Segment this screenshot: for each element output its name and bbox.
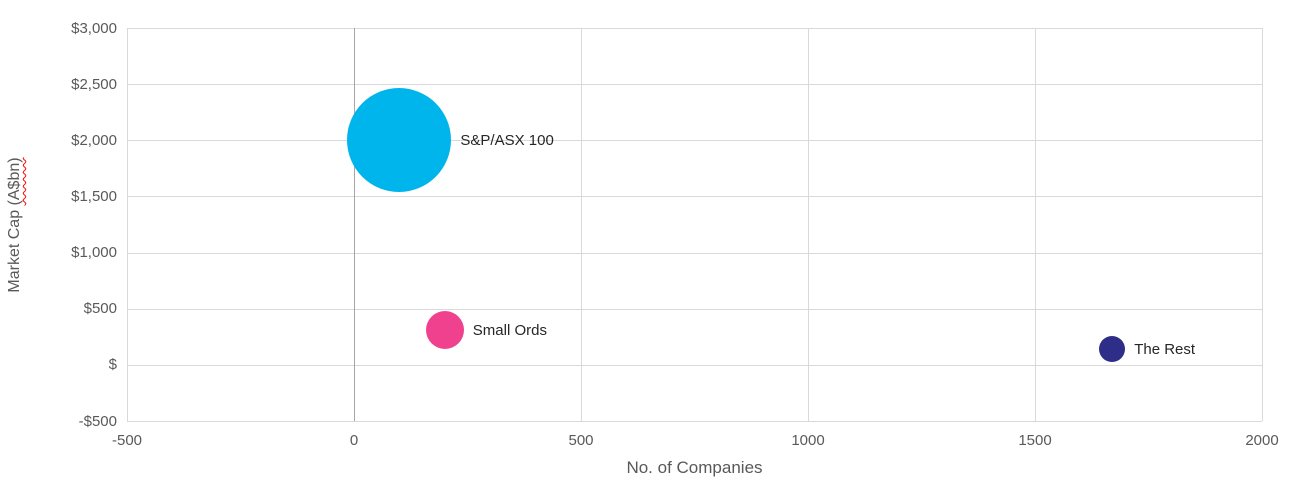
x-tick-label: 1500: [1018, 432, 1052, 449]
gridline-horizontal: [127, 28, 1262, 29]
gridline-horizontal: [127, 196, 1262, 198]
y-tick-label: $3,000: [71, 19, 117, 37]
y-axis-title: Market Cap (A$bn): [6, 60, 24, 390]
y-tick-label: $1,500: [71, 187, 117, 205]
bubble-label: Small Ords: [472, 321, 547, 339]
x-tick-label: 2000: [1245, 432, 1279, 449]
gridline-vertical: [1262, 28, 1263, 421]
plot-area: [127, 28, 1263, 422]
y-tick-label: $2,000: [71, 131, 117, 149]
y-tick-label: $2,500: [71, 75, 117, 93]
x-tick-label: 0: [349, 432, 359, 449]
y-axis-line: [354, 28, 355, 421]
gridline-vertical: [127, 28, 128, 421]
x-axis-title: No. of Companies: [626, 458, 763, 477]
gridline-horizontal: [127, 84, 1262, 86]
bubble-label: The Rest: [1134, 340, 1196, 358]
gridline-vertical: [581, 28, 582, 421]
y-tick-label: $: [108, 356, 117, 374]
x-tick-label: 500: [568, 432, 594, 449]
gridline-vertical: [1035, 28, 1036, 421]
y-tick-label: -$500: [78, 412, 117, 430]
bubble-label: S&P/ASX 100: [460, 131, 554, 149]
y-tick-label: $1,000: [71, 244, 117, 262]
y-axis-title-squiggle-text: (A$bn): [6, 157, 23, 206]
x-tick-label: -500: [111, 432, 143, 449]
gridline-horizontal: [127, 421, 1262, 422]
gridline-horizontal: [127, 308, 1262, 310]
gridline-horizontal: [127, 364, 1262, 366]
y-tick-label: $500: [83, 300, 117, 318]
gridline-vertical: [808, 28, 809, 421]
y-axis-title-text: Market Cap: [6, 205, 23, 293]
bubble-small-ords: [425, 311, 464, 349]
bubble-the-rest: [1099, 336, 1126, 363]
x-tick-label: 1000: [791, 432, 825, 449]
gridline-horizontal: [127, 252, 1262, 254]
bubble-s-p-asx-100: [347, 88, 452, 193]
gridline-horizontal: [127, 140, 1262, 142]
